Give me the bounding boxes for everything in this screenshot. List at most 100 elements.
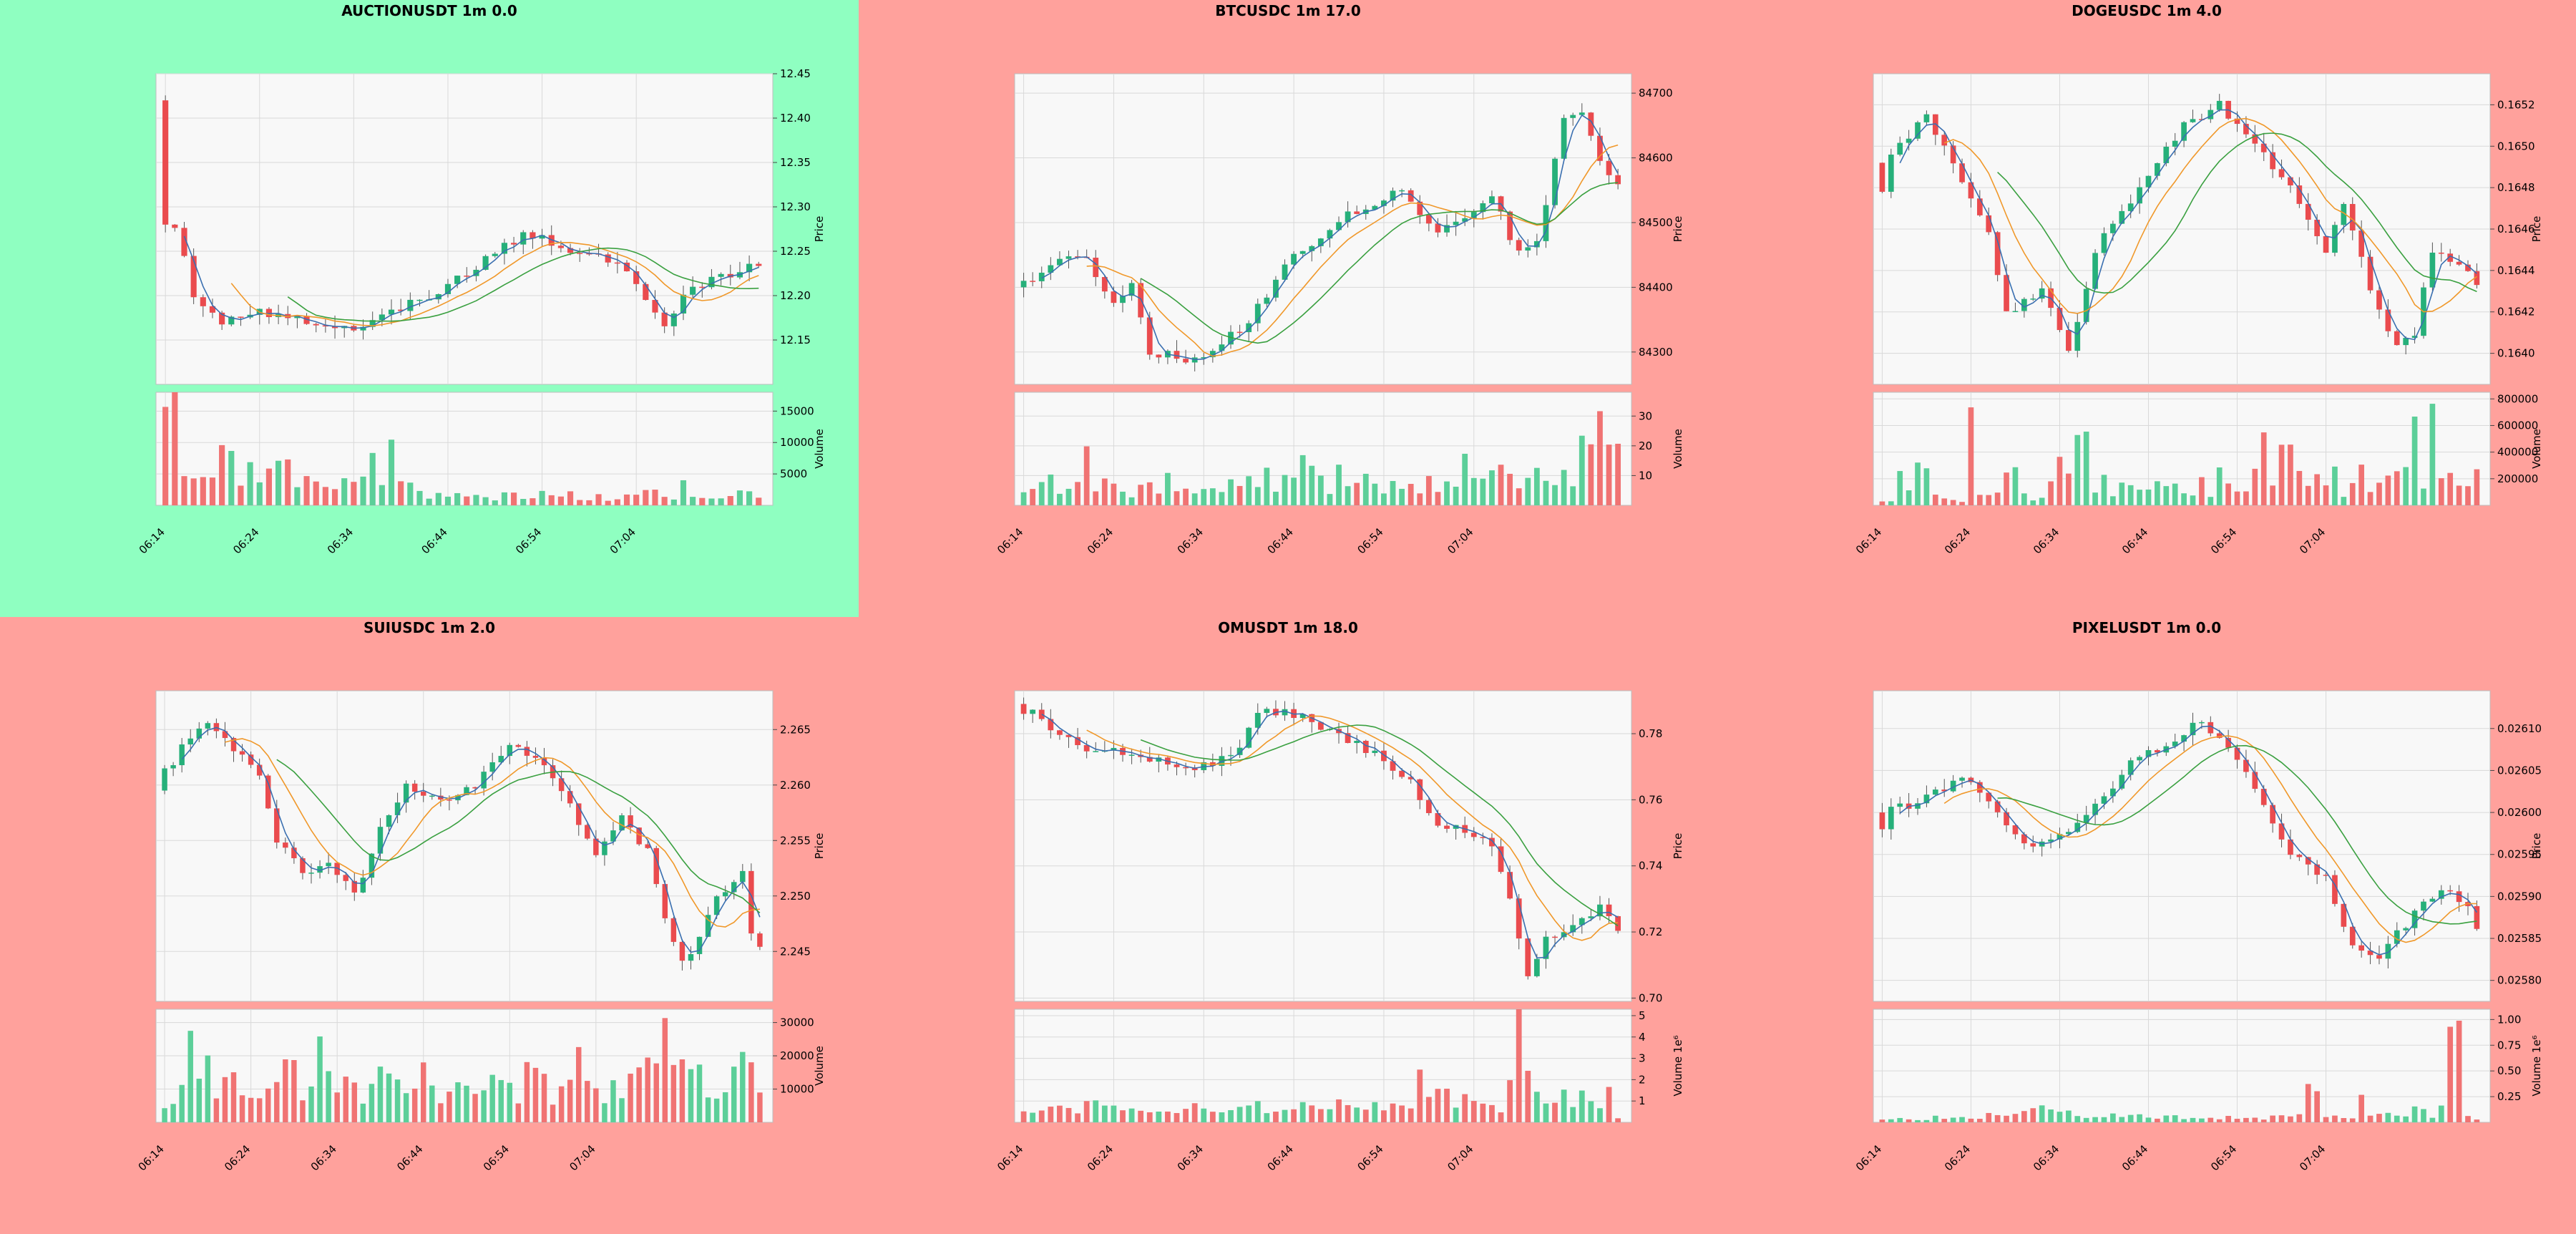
candle-body — [1932, 790, 1938, 795]
volume-bar — [1057, 493, 1063, 505]
price-tick-label: 0.02590 — [2497, 890, 2542, 903]
candle-body — [181, 228, 187, 256]
volume-bar — [511, 492, 517, 505]
volume-tick-label: 10 — [1639, 469, 1652, 482]
volume-bar — [1994, 1114, 2001, 1122]
chart-panel-2: BTCUSDC 1m 17.0 06:14 06:24 06:34 06:44 06:54… — [859, 0, 1717, 617]
price-tick-label: 0.02610 — [2497, 722, 2542, 735]
chart-svg: DOGEUSDC 1m 4.0 06:14 06:24 06:34 06:44 06:54… — [1853, 2, 2543, 556]
volume-bar — [1075, 482, 1080, 505]
candle-body — [1345, 733, 1351, 744]
candle-body — [1093, 751, 1099, 752]
volume-bar — [1390, 480, 1396, 505]
candle-body — [1417, 779, 1423, 800]
candle — [379, 308, 385, 326]
candle-body — [2403, 338, 2409, 346]
candle-body — [1120, 296, 1126, 303]
candle — [614, 252, 620, 273]
price-axis-label: Price — [1672, 833, 1684, 860]
candle — [2181, 121, 2187, 147]
x-tick-label: 06:54 — [2208, 525, 2239, 556]
volume-bar — [1345, 486, 1351, 505]
volume-bar — [1246, 476, 1252, 505]
volume-bar — [2074, 1116, 2081, 1122]
candle — [2252, 125, 2258, 152]
candle-body — [2012, 825, 2019, 835]
candle-body — [1282, 709, 1288, 716]
candle — [1336, 216, 1342, 232]
volume-bar — [652, 490, 658, 505]
candle-body — [2225, 737, 2231, 748]
volume-bar — [343, 1077, 348, 1122]
volume-bar — [1038, 482, 1045, 505]
candle — [2119, 204, 2125, 224]
candle-body — [1138, 283, 1144, 318]
candle — [2048, 833, 2054, 849]
candle-body — [1941, 790, 1948, 792]
candle-body — [2305, 203, 2311, 220]
candle-body — [1986, 792, 1992, 802]
candle-body — [248, 754, 254, 765]
candle-body — [2234, 747, 2240, 760]
candle — [162, 764, 167, 795]
candle — [2270, 144, 2275, 178]
candle-body — [696, 936, 703, 954]
candle-body — [2438, 890, 2444, 899]
volume-bar — [1986, 495, 1992, 505]
candle-body — [1959, 777, 1965, 781]
volume-bar — [2341, 1118, 2347, 1122]
volume-bar — [1138, 485, 1144, 505]
candle-body — [2358, 945, 2365, 951]
candle — [1390, 187, 1396, 208]
candle — [1470, 827, 1477, 842]
volume-bar — [444, 496, 452, 505]
candle-body — [343, 875, 348, 881]
candle-body — [1111, 291, 1117, 303]
candle-body — [1533, 958, 1540, 976]
candle-body — [2030, 298, 2036, 300]
candle-body — [1570, 115, 1576, 118]
candle-body — [2349, 203, 2356, 230]
volume-bar — [567, 491, 574, 505]
volume-bar — [1390, 1103, 1396, 1122]
volume-bar — [1183, 1109, 1189, 1122]
candle — [1888, 148, 1894, 198]
chart-svg: AUCTIONUSDT 1m 0.0 06:14 06:24 06:34 06:44 06… — [137, 2, 826, 556]
volume-bar — [1986, 1112, 1992, 1122]
candle-body — [222, 731, 228, 739]
candle-body — [532, 755, 539, 758]
candle-body — [179, 744, 185, 766]
candle — [230, 737, 237, 762]
candle-body — [2243, 124, 2249, 135]
candle-body — [1174, 351, 1180, 359]
candle — [2101, 227, 2107, 256]
x-tick-label: 06:34 — [325, 525, 356, 556]
volume-bar — [1498, 1112, 1504, 1122]
volume-bar — [2207, 497, 2214, 505]
candle-body — [2057, 834, 2063, 840]
candle-body — [1606, 160, 1612, 175]
candle-body — [541, 757, 547, 766]
volume-bar — [386, 1073, 392, 1122]
candle — [291, 842, 297, 864]
price-tick-label: 84400 — [1639, 281, 1673, 293]
candle — [1986, 792, 1992, 809]
candle — [1390, 755, 1396, 780]
volume-bar — [300, 1100, 306, 1122]
candle-body — [1236, 747, 1243, 755]
candle-body — [326, 863, 331, 867]
candle-body — [429, 795, 435, 797]
chart-panel-4: SUIUSDC 1m 2.0 06:14 06:24 06:34 06:44 06:54 0… — [0, 617, 859, 1234]
volume-bar — [1336, 1099, 1342, 1122]
volume-bar — [2216, 1119, 2223, 1122]
candle — [369, 852, 375, 885]
candle — [1570, 112, 1576, 126]
candle-body — [756, 263, 762, 266]
volume-bar — [1372, 483, 1378, 505]
candle — [2137, 755, 2142, 764]
candle-body — [530, 232, 536, 239]
candle-body — [1345, 211, 1351, 223]
volume-bar — [2394, 1115, 2400, 1122]
candle-body — [623, 262, 630, 272]
volume-bar — [2349, 482, 2356, 505]
